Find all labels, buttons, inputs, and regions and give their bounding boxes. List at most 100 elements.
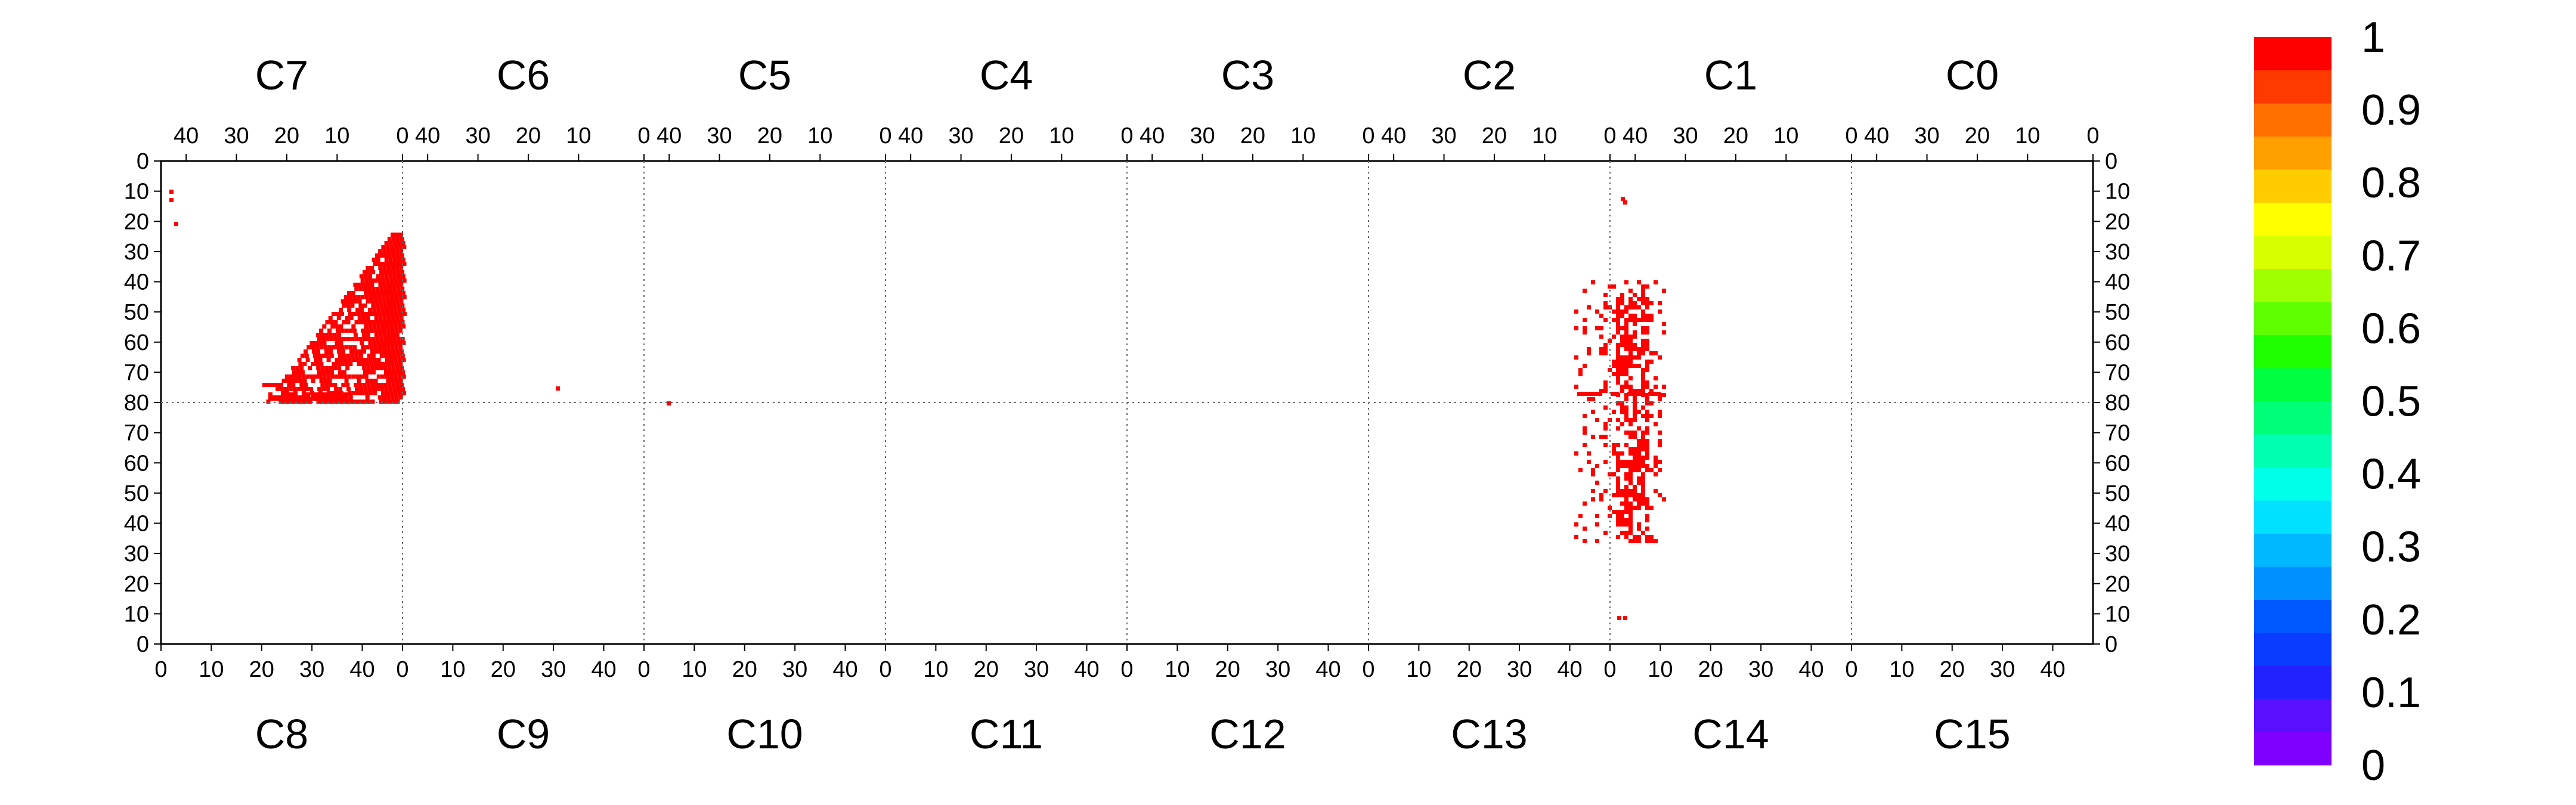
y-tick-label-right: 80 xyxy=(2105,391,2130,416)
y-tick-label-left: 50 xyxy=(124,300,149,325)
hit-cell xyxy=(1616,380,1620,385)
hit-cell xyxy=(1633,314,1637,318)
hit-cell xyxy=(304,400,308,404)
hit-cell xyxy=(394,329,399,333)
hit-cell xyxy=(385,374,389,379)
hit-cell xyxy=(1633,435,1637,439)
hit-cell xyxy=(380,391,385,395)
hit-cell xyxy=(397,374,402,379)
x-tick-label-bottom: 30 xyxy=(1024,657,1049,682)
hit-cell xyxy=(1594,392,1598,396)
hit-cell xyxy=(320,366,325,370)
x-tick-label-bottom: 20 xyxy=(1215,657,1240,682)
hit-cell xyxy=(387,383,392,387)
hit-cell xyxy=(1641,481,1645,485)
hit-cell xyxy=(323,379,328,383)
hit-cell xyxy=(1620,326,1624,330)
hit-cell xyxy=(360,358,364,362)
hit-cell xyxy=(390,362,395,366)
x-tick-label-top: 40 xyxy=(1864,123,1889,148)
hit-cell xyxy=(383,253,388,258)
hit-cell xyxy=(1628,364,1633,368)
hit-cell xyxy=(306,392,310,397)
hit-cell xyxy=(395,366,400,370)
y-tick-label-left: 20 xyxy=(124,209,149,234)
hit-cell xyxy=(317,387,322,391)
hit-cell xyxy=(1641,380,1645,385)
hit-cell xyxy=(359,387,364,391)
hit-cell xyxy=(1591,489,1595,493)
hit-cell xyxy=(386,299,391,304)
hit-cell xyxy=(1615,392,1619,396)
x-tick-label-top: 10 xyxy=(566,123,591,148)
hit-cell xyxy=(1641,326,1645,330)
hit-cell xyxy=(350,337,355,341)
hit-cell xyxy=(1645,451,1649,456)
hit-cell xyxy=(1620,518,1624,522)
hit-cell xyxy=(1641,460,1645,464)
x-tick-label-top: 0 xyxy=(2086,123,2099,148)
hit-cell xyxy=(391,366,396,370)
hit-cell xyxy=(371,258,376,262)
hit-cell xyxy=(301,387,305,391)
hit-cell xyxy=(289,374,293,379)
x-tick-label-bottom: 40 xyxy=(1315,657,1340,682)
hit-cell xyxy=(385,312,390,316)
hit-cell xyxy=(392,370,397,374)
hit-cell xyxy=(1628,339,1633,343)
hit-cell xyxy=(392,387,397,391)
hit-cell xyxy=(389,391,394,395)
hit-cell xyxy=(382,333,387,337)
hit-cell xyxy=(371,337,376,341)
hit-cell xyxy=(321,370,326,374)
hit-cell xyxy=(360,391,364,395)
x-tick-label-bottom: 20 xyxy=(1698,657,1723,682)
hit-cell xyxy=(1654,422,1658,426)
hit-cell xyxy=(400,349,404,354)
hit-cell xyxy=(328,333,333,337)
hit-cell xyxy=(1633,489,1637,493)
hit-cell xyxy=(379,253,383,258)
hit-cell xyxy=(358,287,363,291)
hit-cell xyxy=(391,233,395,237)
hit-cell xyxy=(1616,426,1620,431)
hit-cell xyxy=(352,312,357,316)
hit-cell xyxy=(1641,385,1645,389)
hit-cell xyxy=(368,291,373,295)
hit-cell xyxy=(358,320,363,324)
hit-cell xyxy=(1620,309,1624,314)
hit-cell xyxy=(311,345,315,349)
hit-cell xyxy=(392,337,397,341)
hit-cell xyxy=(364,324,369,329)
hit-cell xyxy=(378,333,383,337)
hit-cell xyxy=(1627,392,1631,396)
hit-cell xyxy=(1624,489,1628,493)
hit-cell xyxy=(312,354,317,358)
hit-cell xyxy=(320,400,325,404)
y-tick-label-left: 80 xyxy=(124,391,149,416)
hit-cell xyxy=(268,397,273,401)
hit-cell xyxy=(394,295,398,299)
chip-label-top: C5 xyxy=(738,52,791,98)
hit-cell xyxy=(324,349,329,354)
hit-cell xyxy=(380,308,385,312)
hit-cell xyxy=(1620,489,1624,493)
hit-cell xyxy=(1620,389,1624,393)
y-tick-label-right: 40 xyxy=(2105,270,2130,295)
hit-cell xyxy=(1633,322,1637,326)
hit-cell xyxy=(366,383,371,387)
y-tick-label-left: 0 xyxy=(137,149,149,174)
hit-cell xyxy=(1654,472,1658,476)
chip-label-bottom: C14 xyxy=(1692,711,1769,757)
hit-cell xyxy=(364,358,369,362)
colorbar-segment xyxy=(2254,302,2332,335)
hit-cell xyxy=(1616,297,1620,301)
hit-cell xyxy=(382,299,387,304)
hit-cell xyxy=(1624,368,1628,372)
hit-cell xyxy=(382,395,386,400)
hit-cell xyxy=(1645,518,1649,522)
hit-cell xyxy=(1628,385,1633,389)
colorbar-label: 0 xyxy=(2361,742,2385,789)
hit-cell xyxy=(1641,289,1645,293)
hit-cell xyxy=(364,312,369,316)
